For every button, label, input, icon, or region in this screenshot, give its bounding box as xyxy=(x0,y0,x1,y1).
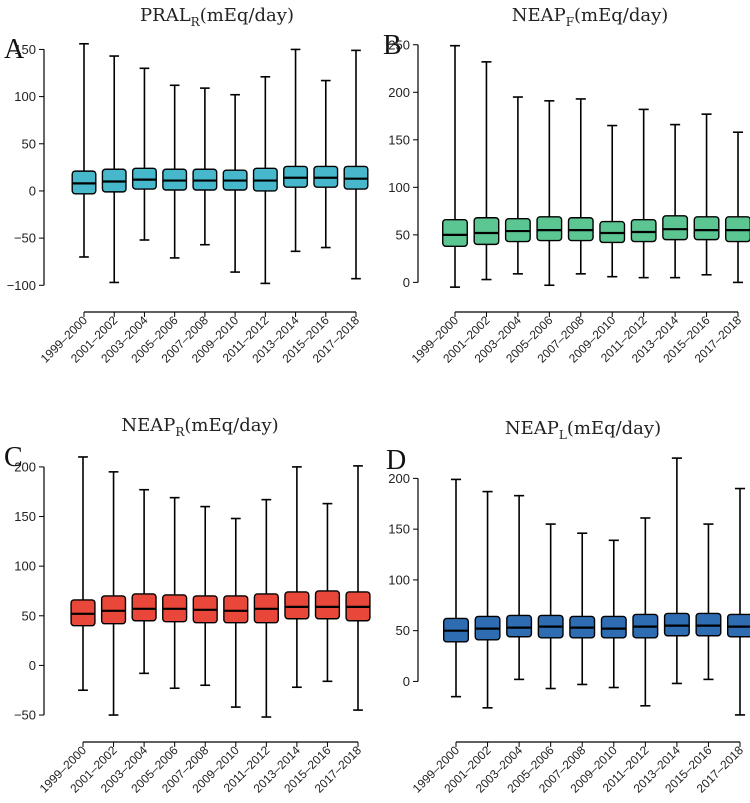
panel-title-c-unit: (mEq/day) xyxy=(184,415,278,436)
box xyxy=(536,216,563,242)
y-tick-label: 200 xyxy=(388,85,410,100)
y-tick-label: 150 xyxy=(388,522,410,537)
y-tick-label: 50 xyxy=(22,608,36,623)
y-tick-label: 200 xyxy=(388,471,410,486)
y-tick-label: 100 xyxy=(388,572,410,587)
panel-letter-a: A xyxy=(4,34,25,65)
y-tick-label: 150 xyxy=(388,132,410,147)
panel-title-a: PRALR(mEq/day) xyxy=(140,5,294,29)
panel-title-d: NEAPL(mEq/day) xyxy=(505,418,661,442)
y-tick-label: 100 xyxy=(14,89,36,104)
panel-letter-c: C xyxy=(4,442,23,473)
panel-title-d-main: NEAP xyxy=(505,418,559,439)
panel-title-a-unit: (mEq/day) xyxy=(200,5,294,26)
panel-letter-b: B xyxy=(383,30,402,61)
panel-letter-d: D xyxy=(386,445,406,476)
panel-title-b-main: NEAP xyxy=(512,5,566,26)
panel-title-a-main: PRAL xyxy=(140,5,191,26)
y-tick-label: 100 xyxy=(388,180,410,195)
box xyxy=(506,614,533,638)
plot-b: 0501001502002501999–20002001–20022003–20… xyxy=(388,37,750,366)
y-tick-label: −50 xyxy=(14,231,36,246)
panel-title-b-sub: F xyxy=(566,15,574,29)
y-tick-label: 0 xyxy=(29,658,36,673)
box xyxy=(223,595,249,624)
panel-c: C NEAPR(mEq/day) −500501001502001999–200… xyxy=(4,415,371,796)
box xyxy=(630,218,657,243)
plot-a: −100−500501001501999–20002001–20022003–2… xyxy=(7,42,369,366)
y-tick-label: 100 xyxy=(14,559,36,574)
panel-title-c-main: NEAP xyxy=(121,415,175,436)
y-tick-label: 200 xyxy=(14,459,36,474)
panel-title-c-sub: R xyxy=(175,425,185,439)
panel-title-b: NEAPF(mEq/day) xyxy=(512,5,669,29)
box xyxy=(284,591,310,620)
y-tick-label: −50 xyxy=(14,708,36,723)
panel-title-d-sub: L xyxy=(559,428,567,442)
y-tick-label: 250 xyxy=(388,37,410,52)
y-tick-label: 50 xyxy=(396,227,410,242)
box xyxy=(473,217,500,246)
y-tick-label: 150 xyxy=(14,42,36,57)
panel-a: A PRALR(mEq/day) −100−500501001501999–20… xyxy=(4,5,369,366)
panel-title-b-unit: (mEq/day) xyxy=(574,5,668,26)
plot-c: −500501001502001999–20002001–20022003–20… xyxy=(14,456,371,796)
y-tick-label: 0 xyxy=(29,183,36,198)
panel-d: D NEAPL(mEq/day) 0501001502001999–200020… xyxy=(386,418,750,796)
panel-title-d-unit: (mEq/day) xyxy=(567,418,661,439)
box xyxy=(314,590,341,620)
box xyxy=(693,216,720,241)
y-tick-label: 50 xyxy=(22,136,36,151)
box xyxy=(600,615,627,639)
box xyxy=(131,593,157,622)
plot-d: 0501001502001999–20002001–20022003–20042… xyxy=(388,457,750,796)
box xyxy=(662,215,689,241)
box xyxy=(442,218,468,247)
y-tick-label: 50 xyxy=(396,623,410,638)
panel-b: B NEAPF(mEq/day) 0501001502002501999–200… xyxy=(383,5,750,366)
y-tick-label: 150 xyxy=(14,509,36,524)
y-tick-label: −100 xyxy=(7,278,36,293)
panel-title-c: NEAPR(mEq/day) xyxy=(121,415,278,439)
y-tick-label: 0 xyxy=(403,674,410,689)
y-tick-label: 0 xyxy=(403,275,410,290)
panel-title-a-sub: R xyxy=(191,15,201,29)
